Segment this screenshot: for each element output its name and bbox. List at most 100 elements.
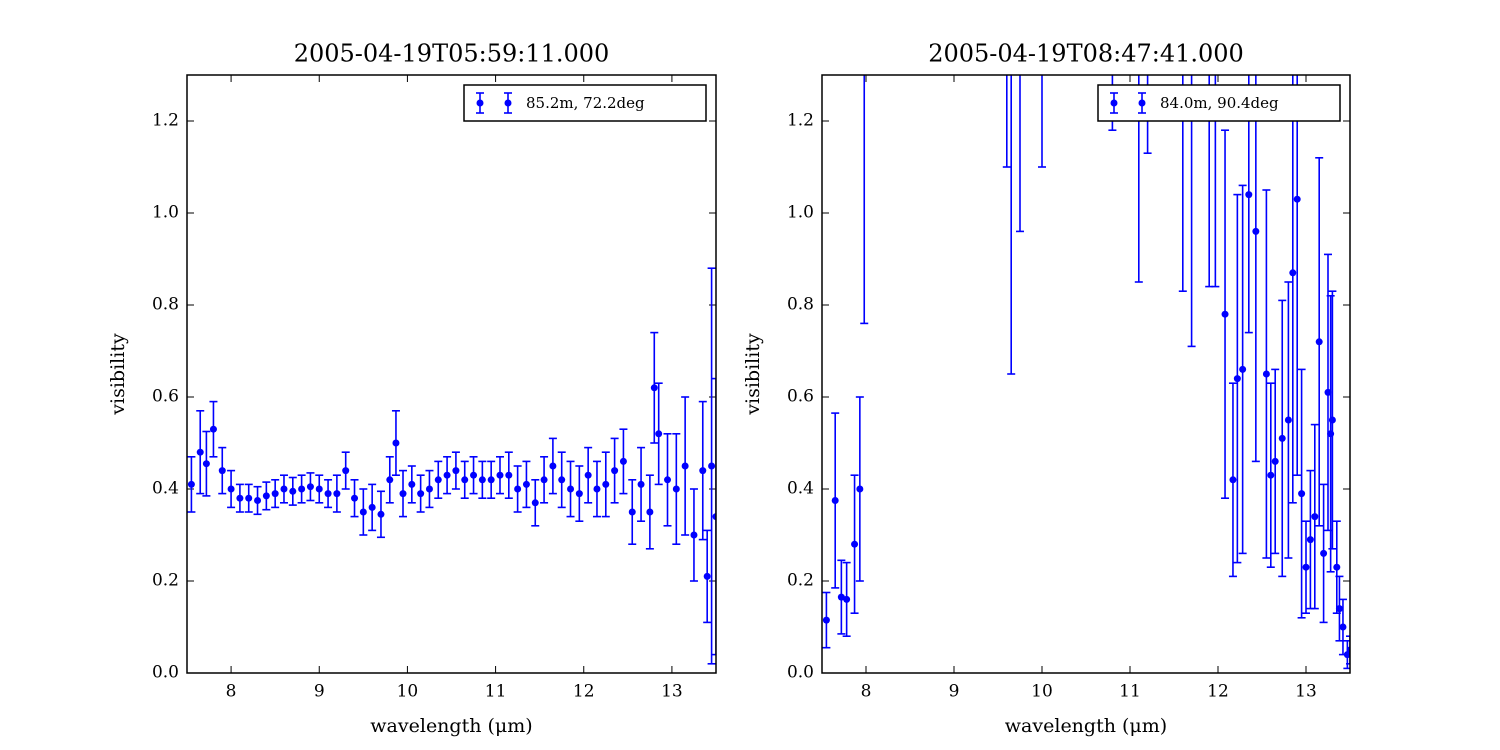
y-axis-label: visibility: [742, 333, 764, 416]
x-axis-label: wavelength (μm): [370, 715, 532, 737]
data-point: [1328, 416, 1336, 424]
x-axis-label: wavelength (μm): [1005, 715, 1167, 737]
data-point: [1346, 646, 1350, 654]
y-tick-label: 0.6: [787, 387, 814, 407]
data-point: [487, 476, 495, 484]
y-tick-label: 1.0: [787, 203, 814, 223]
x-tick-label: 9: [949, 682, 960, 702]
data-point: [1339, 623, 1347, 631]
data-point: [1262, 370, 1270, 378]
x-tick-label: 8: [861, 682, 872, 702]
legend-symbol: [1138, 99, 1146, 107]
data-point: [611, 467, 619, 475]
data-point: [637, 480, 645, 488]
data-point: [681, 462, 689, 470]
data-point: [342, 467, 350, 475]
data-point: [822, 616, 830, 624]
x-tick-label: 13: [1295, 682, 1317, 702]
y-tick-label: 0.8: [152, 295, 179, 315]
y-tick-label: 0.2: [787, 571, 814, 591]
subplot: 2005-04-19T08:47:41.000 wavelength (μm) vi…: [742, 40, 1351, 737]
data-point: [1233, 375, 1241, 383]
data-point: [514, 485, 522, 493]
y-tick-label: 0.8: [787, 295, 814, 315]
data-point: [1302, 563, 1310, 571]
data-point: [1278, 434, 1286, 442]
y-tick-label: 0.0: [787, 663, 814, 683]
data-point: [567, 485, 575, 493]
data-point: [392, 439, 400, 447]
data-point: [575, 490, 583, 498]
y-tick-label: 0.4: [787, 479, 814, 499]
data-point: [254, 497, 262, 504]
data-point: [452, 467, 460, 475]
data-point: [218, 467, 226, 475]
data-point: [628, 508, 636, 516]
data-point: [1298, 490, 1306, 498]
y-tick-label: 1.2: [152, 111, 179, 131]
data-point: [461, 476, 469, 484]
x-tick-label: 10: [1031, 682, 1053, 702]
data-point: [202, 460, 210, 468]
data-point: [315, 485, 323, 493]
data-point: [1252, 227, 1260, 235]
data-point: [1293, 195, 1301, 203]
data-point: [655, 430, 663, 438]
y-tick-label: 0.2: [152, 571, 179, 591]
y-axis-label: visibility: [107, 333, 129, 416]
data-point: [593, 485, 601, 493]
data-point: [664, 476, 672, 484]
y-tick-label: 0.6: [152, 387, 179, 407]
legend-box: [1097, 84, 1341, 122]
data-point: [377, 510, 385, 518]
data-point: [856, 485, 864, 493]
data-point: [602, 480, 610, 488]
data-point: [289, 487, 297, 495]
data-point: [443, 471, 451, 479]
data-point: [522, 480, 530, 488]
data-point: [209, 425, 217, 433]
axes-frame: [821, 74, 1351, 674]
data-point: [619, 457, 627, 465]
data-point: [425, 485, 433, 493]
data-point: [1239, 365, 1247, 373]
data-point: [703, 572, 711, 580]
data-point: [298, 485, 306, 493]
data-point: [351, 494, 359, 502]
data-point: [646, 508, 654, 516]
data-point: [262, 492, 270, 500]
data-point: [708, 462, 716, 470]
plot-area: [187, 267, 716, 665]
data-point: [196, 448, 204, 456]
data-point: [324, 490, 332, 498]
data-point: [1315, 338, 1323, 346]
data-point: [434, 476, 442, 484]
subplot: 2005-04-19T05:59:11.000 wavelength (μm) vi…: [107, 40, 717, 737]
data-point: [417, 490, 425, 498]
data-point: [280, 485, 288, 493]
data-point: [408, 480, 416, 488]
data-point: [1311, 513, 1319, 521]
legend-symbol: [1110, 99, 1118, 107]
legend-label: 84.0m, 90.4deg: [1160, 94, 1279, 112]
data-point: [1245, 191, 1253, 199]
data-point: [333, 490, 341, 498]
data-point: [245, 494, 253, 502]
chart-title: 2005-04-19T08:47:41.000: [928, 40, 1244, 68]
data-point: [549, 462, 557, 470]
axes-frame: [186, 74, 717, 674]
data-point: [1284, 416, 1292, 424]
data-point: [368, 503, 376, 511]
data-point: [690, 531, 698, 539]
legend-box: [463, 84, 707, 122]
x-tick-label: 13: [661, 682, 683, 702]
data-point: [1267, 471, 1275, 479]
data-point: [831, 497, 839, 504]
data-point: [1320, 549, 1328, 557]
x-tick-label: 11: [1119, 682, 1141, 702]
data-point: [540, 476, 548, 484]
data-point: [306, 483, 314, 491]
data-point: [672, 485, 680, 493]
data-point: [359, 508, 367, 516]
